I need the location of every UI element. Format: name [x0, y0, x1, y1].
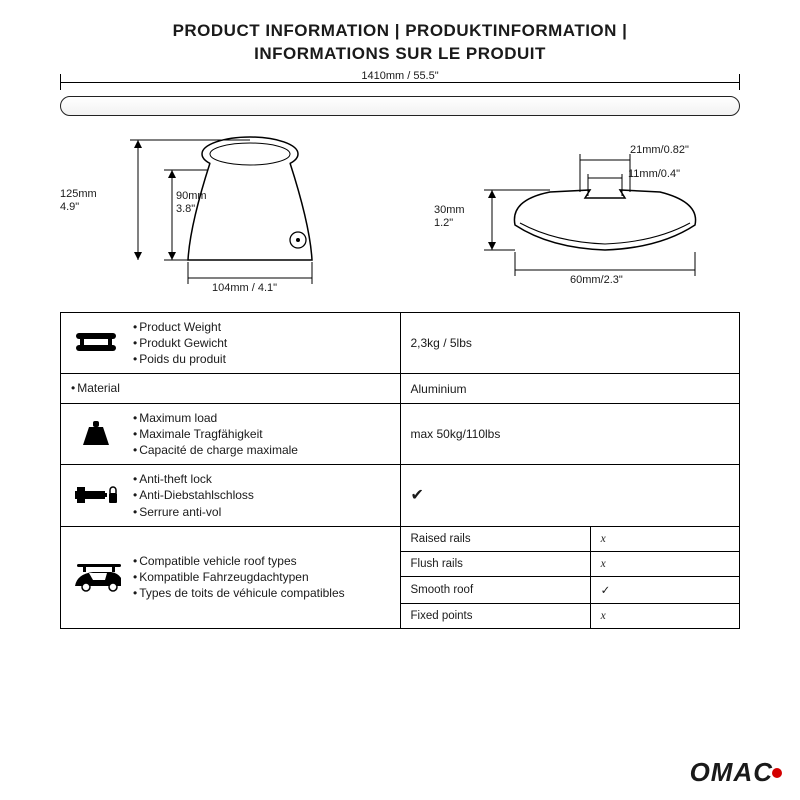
diagrams-row: 125mm 4.9" 90mm 3.8" 104mm / 4.1": [60, 130, 740, 300]
foot-diagram: 125mm 4.9" 90mm 3.8" 104mm / 4.1": [60, 130, 390, 300]
row-weight: Product Weight Produkt Gewicht Poids du …: [61, 312, 740, 374]
title-line-1: PRODUCT INFORMATION | PRODUKTINFORMATION…: [60, 20, 740, 43]
row-lock: Anti-theft lock Anti-Diebstahlschloss Se…: [61, 465, 740, 527]
row-load: Maximum load Maximale Tragfähigkeit Capa…: [61, 403, 740, 465]
brand-logo: OMAC: [690, 757, 782, 788]
lock-value: ✔: [400, 465, 740, 527]
row-compat-1: Compatible vehicle roof types Kompatible…: [61, 526, 740, 551]
crossbar-illustration: [60, 96, 740, 116]
load-icon: [71, 419, 121, 449]
load-value: max 50kg/110lbs: [400, 403, 740, 465]
row-material: Material Aluminium: [61, 374, 740, 403]
title-line-2: INFORMATIONS SUR LE PRODUIT: [60, 43, 740, 66]
logo-dot-icon: [772, 768, 782, 778]
vehicle-icon: [71, 560, 121, 594]
top-dimension: 1410mm / 55.5": [60, 74, 740, 92]
material-value: Aluminium: [400, 374, 740, 403]
page-title: PRODUCT INFORMATION | PRODUKTINFORMATION…: [60, 20, 740, 66]
weight-icon: [71, 329, 121, 357]
lock-icon: [71, 481, 121, 509]
top-dim-label: 1410mm / 55.5": [357, 70, 442, 82]
spec-table: Product Weight Produkt Gewicht Poids du …: [60, 312, 740, 629]
profile-diagram: 21mm/0.82" 11mm/0.4" 30mm 1.2" 60mm/2.3": [420, 130, 740, 300]
weight-value: 2,3kg / 5lbs: [400, 312, 740, 374]
